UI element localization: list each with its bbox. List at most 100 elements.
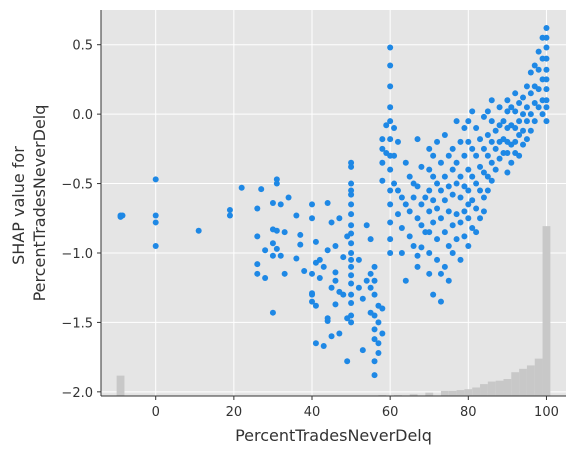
data-point-148	[410, 194, 417, 201]
data-point-59	[332, 269, 339, 276]
data-point-93	[363, 222, 370, 229]
data-point-304	[543, 34, 550, 41]
data-point-290	[531, 62, 538, 69]
data-point-120	[387, 62, 394, 69]
data-point-134	[391, 180, 398, 187]
data-point-78	[348, 230, 355, 237]
histogram-bar-8	[464, 389, 473, 396]
data-point-26	[273, 245, 280, 252]
data-point-54	[324, 318, 331, 325]
data-point-231	[477, 163, 484, 170]
data-point-66	[340, 291, 347, 298]
data-point-73	[348, 187, 355, 194]
data-point-302	[539, 111, 546, 118]
data-point-55	[328, 219, 335, 226]
data-point-57	[328, 333, 335, 340]
data-point-185	[441, 197, 448, 204]
y-tick-label-5: −2.0	[61, 386, 93, 401]
data-point-102	[371, 312, 378, 319]
data-point-177	[434, 256, 441, 263]
data-point-28	[277, 252, 284, 259]
x-tick-label-5: 100	[534, 405, 559, 420]
data-point-30	[281, 270, 288, 277]
data-point-211	[461, 208, 468, 215]
data-point-167	[426, 270, 433, 277]
y-tick-label-1: 0.0	[72, 108, 93, 123]
data-point-132	[391, 125, 398, 132]
data-point-235	[480, 145, 487, 152]
data-point-112	[379, 330, 386, 337]
data-point-12	[254, 233, 261, 240]
data-point-170	[430, 197, 437, 204]
data-point-64	[336, 330, 343, 337]
data-point-124	[387, 136, 394, 143]
data-point-195	[449, 191, 456, 198]
data-point-303	[543, 25, 550, 32]
data-point-86	[348, 299, 355, 306]
data-point-179	[437, 187, 444, 194]
data-point-151	[414, 183, 421, 190]
data-point-13	[254, 261, 261, 268]
histogram-bar-5	[440, 390, 449, 396]
data-point-284	[523, 118, 530, 125]
data-point-89	[355, 256, 362, 263]
data-point-139	[398, 224, 405, 231]
data-point-79	[348, 240, 355, 247]
data-point-18	[269, 200, 276, 206]
data-point-207	[457, 256, 464, 263]
data-point-153	[414, 252, 421, 259]
y-tick-label-4: −1.5	[61, 316, 93, 331]
data-point-114	[379, 145, 386, 152]
data-point-168	[430, 152, 437, 159]
data-point-247	[488, 159, 495, 166]
data-point-32	[293, 212, 300, 219]
data-point-268	[508, 159, 515, 166]
data-point-142	[402, 201, 409, 208]
data-point-156	[418, 201, 425, 208]
x-tick-label-1: 20	[226, 405, 243, 420]
data-point-196	[449, 222, 456, 229]
data-point-281	[520, 141, 527, 148]
data-point-244	[488, 97, 495, 104]
x-axis-label: PercentTradesNeverDelq	[235, 426, 432, 445]
data-point-122	[387, 104, 394, 111]
data-point-214	[465, 138, 472, 145]
data-point-220	[469, 108, 476, 115]
data-point-96	[367, 270, 374, 277]
data-point-16	[262, 247, 269, 254]
data-point-25	[273, 227, 280, 234]
data-point-83	[348, 272, 355, 279]
histogram-bar-7	[456, 390, 465, 396]
data-point-295	[535, 66, 542, 73]
data-point-274	[516, 100, 523, 107]
data-point-190	[445, 208, 452, 215]
data-point-165	[426, 229, 433, 236]
data-point-173	[434, 138, 441, 145]
axes: 0 20 40 60 80 100 0.5 0.0 −0.5 −1.0 −1.5 −2.0	[61, 10, 566, 420]
data-point-130	[387, 236, 394, 243]
data-point-113	[379, 136, 386, 143]
data-point-158	[418, 244, 425, 251]
data-point-201	[453, 211, 460, 218]
data-point-233	[477, 215, 484, 222]
data-point-198	[453, 118, 460, 125]
data-point-8	[226, 206, 233, 213]
data-point-174	[434, 180, 441, 187]
data-point-101	[371, 291, 378, 298]
histogram	[116, 226, 551, 396]
data-point-225	[473, 125, 480, 132]
data-point-188	[445, 152, 452, 159]
data-point-4	[152, 212, 159, 219]
data-point-27	[277, 201, 284, 208]
data-point-94	[363, 277, 370, 284]
data-point-181	[437, 270, 444, 277]
data-point-269	[512, 90, 519, 97]
data-point-276	[516, 131, 523, 138]
data-point-255	[496, 155, 503, 162]
data-point-47	[316, 256, 323, 263]
data-point-202	[453, 236, 460, 243]
x-tick-label-3: 60	[382, 405, 399, 420]
histogram-bar-0	[116, 375, 125, 396]
data-point-264	[504, 169, 511, 176]
data-point-3	[152, 176, 159, 183]
